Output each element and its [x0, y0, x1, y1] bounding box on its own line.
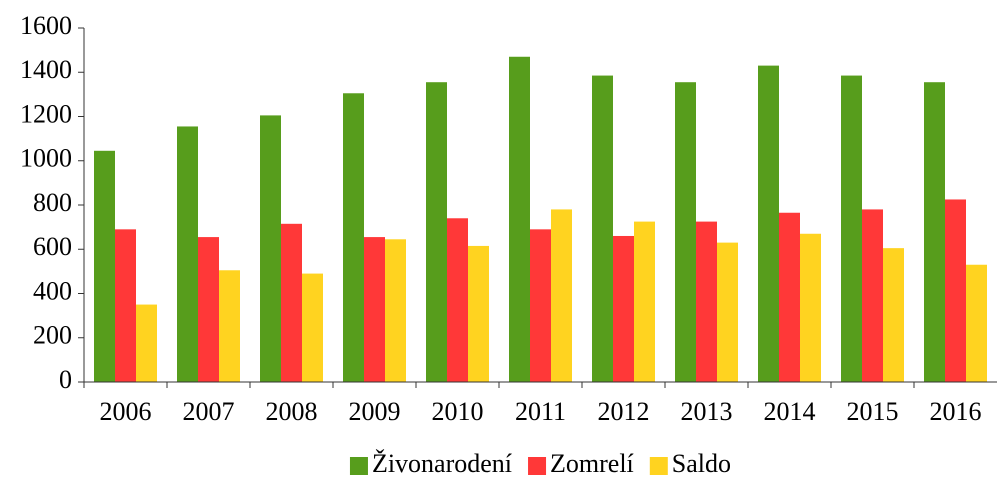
- x-tick-label: 2013: [681, 397, 733, 426]
- bar: [862, 209, 883, 382]
- bar: [177, 126, 198, 382]
- x-tick-label: 2016: [930, 397, 982, 426]
- bar: [779, 212, 800, 382]
- y-tick-label: 1000: [20, 144, 72, 173]
- y-tick-label: 0: [59, 365, 72, 394]
- y-tick-label: 400: [33, 276, 72, 305]
- bar: [613, 235, 634, 382]
- bar: [634, 221, 655, 382]
- bar: [530, 229, 551, 382]
- legend-label: Živonarodení: [372, 449, 512, 478]
- y-tick-label: 600: [33, 232, 72, 261]
- bar: [758, 65, 779, 383]
- legend-label: Saldo: [672, 449, 731, 478]
- bar: [385, 239, 406, 382]
- x-tick-label: 2015: [847, 397, 899, 426]
- x-tick-label: 2006: [100, 397, 152, 426]
- bar: [924, 82, 945, 383]
- bar: [281, 223, 302, 382]
- bar: [717, 242, 738, 382]
- bar: [841, 75, 862, 382]
- bar: [468, 245, 489, 382]
- bar: [447, 218, 468, 382]
- bar: [592, 75, 613, 382]
- bar: [94, 150, 115, 382]
- bar: [219, 270, 240, 382]
- legend-swatch: [528, 457, 547, 475]
- legend-swatch: [349, 457, 368, 475]
- y-tick-label: 200: [33, 321, 72, 350]
- bar: [675, 82, 696, 383]
- bar: [509, 56, 530, 382]
- bar: [198, 237, 219, 382]
- legend-swatch: [649, 457, 668, 475]
- bar: [883, 248, 904, 382]
- bar: [696, 221, 717, 382]
- bar: [551, 209, 572, 382]
- legend-label: Zomrelí: [550, 449, 634, 478]
- bar: [426, 82, 447, 383]
- bar: [136, 304, 157, 382]
- x-tick-label: 2010: [432, 397, 484, 426]
- x-tick-label: 2012: [598, 397, 650, 426]
- bar: [364, 237, 385, 382]
- y-tick-label: 800: [33, 188, 72, 217]
- bar: [343, 93, 364, 383]
- x-tick-label: 2008: [266, 397, 318, 426]
- bar: [800, 233, 821, 382]
- bar: [966, 264, 987, 382]
- x-tick-label: 2009: [349, 397, 401, 426]
- bar: [260, 115, 281, 383]
- y-tick-label: 1200: [20, 99, 72, 128]
- bar: [945, 199, 966, 382]
- y-tick-label: 1400: [20, 55, 72, 84]
- y-tick-label: 1600: [20, 11, 72, 40]
- x-tick-label: 2007: [183, 397, 235, 426]
- x-tick-label: 2011: [515, 397, 566, 426]
- bar: [115, 229, 136, 382]
- bar: [302, 273, 323, 382]
- x-tick-label: 2014: [764, 397, 816, 426]
